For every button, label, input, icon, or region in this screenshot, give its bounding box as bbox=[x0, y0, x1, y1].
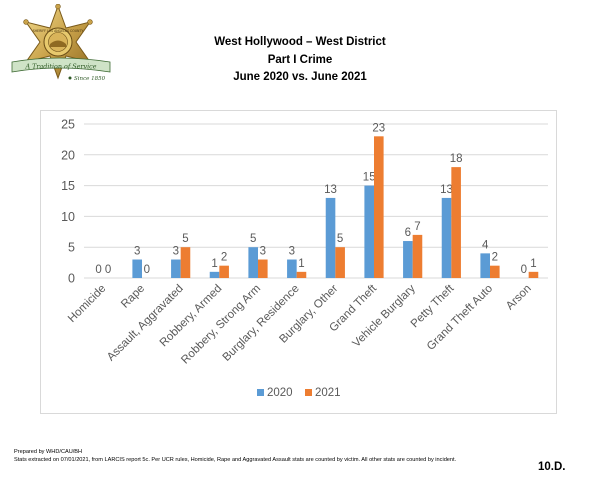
data-label: 0 bbox=[105, 264, 111, 276]
bar-2020 bbox=[364, 185, 374, 278]
title-line-category: Part I Crime bbox=[267, 53, 333, 66]
y-tick-label: 5 bbox=[68, 241, 75, 255]
x-tick-label: Homicide bbox=[66, 283, 108, 325]
y-tick-label: 10 bbox=[61, 210, 75, 224]
seal-text: SHERIFF LOS ANGELES COUNTY bbox=[33, 29, 84, 33]
bar-2020 bbox=[480, 253, 490, 278]
legend-label: 2021 bbox=[315, 387, 341, 399]
bar-2021 bbox=[528, 271, 539, 278]
data-label: 2 bbox=[492, 252, 498, 264]
data-label: 4 bbox=[482, 239, 489, 251]
legend-label: 2020 bbox=[267, 387, 293, 399]
bar-2021 bbox=[335, 247, 345, 278]
bar-2020 bbox=[171, 259, 181, 278]
data-label: 3 bbox=[173, 246, 179, 258]
sheriff-star-logo: SHERIFF LOS ANGELES COUNTY A Tradition o… bbox=[6, 3, 118, 84]
data-label: 13 bbox=[324, 184, 337, 196]
bar-2021 bbox=[219, 265, 229, 278]
motto-text: A Tradition of Service bbox=[25, 63, 97, 71]
bar-2020 bbox=[441, 197, 452, 278]
data-label: 7 bbox=[414, 221, 420, 233]
footer-notes: Prepared by WHD/CAU/BH Stats extracted o… bbox=[14, 448, 456, 465]
bar-2021 bbox=[296, 271, 307, 278]
bar-2021 bbox=[258, 259, 268, 278]
data-label: 3 bbox=[260, 246, 266, 258]
bar-2020 bbox=[132, 259, 142, 278]
data-label: 5 bbox=[250, 233, 256, 245]
data-label: 13 bbox=[440, 184, 453, 196]
data-label: 5 bbox=[337, 233, 343, 245]
data-label: 3 bbox=[134, 246, 140, 258]
chart-frame: 0 5 10 15 20 25 0 3 3 1 5 3 13 15 6 13 4 0 0 0 5 2 3 1 5 23 7 18 2 1 H… bbox=[40, 110, 557, 414]
y-tick-label: 20 bbox=[61, 148, 75, 162]
bar-2020 bbox=[403, 241, 413, 278]
bar-2020 bbox=[325, 197, 336, 278]
title-line-period: June 2020 vs. June 2021 bbox=[233, 71, 367, 83]
y-tick-label: 0 bbox=[68, 272, 75, 286]
page-label: 10.D. bbox=[538, 461, 566, 473]
prepared-by-text: Prepared by WHD/CAU/BH bbox=[14, 449, 83, 455]
title-line-district: West Hollywood – West District bbox=[214, 36, 386, 48]
x-tick-label: Burglary, Residence bbox=[221, 283, 302, 364]
data-label: 0 bbox=[95, 264, 101, 276]
motto-ribbon bbox=[11, 57, 111, 73]
data-label: 6 bbox=[405, 227, 411, 239]
data-label: 2 bbox=[221, 252, 227, 264]
data-label: 3 bbox=[289, 246, 295, 258]
data-label: 18 bbox=[450, 153, 463, 165]
x-tick-label: Assault, Aggravated bbox=[105, 283, 186, 364]
data-label: 1 bbox=[530, 258, 536, 270]
chart-title: West Hollywood – West District Part I Cr… bbox=[150, 34, 450, 87]
x-tick-label: Arson bbox=[504, 283, 534, 313]
data-label: 0 bbox=[144, 264, 150, 276]
bar-2021 bbox=[490, 265, 500, 278]
since-text: Since 1850 bbox=[74, 76, 106, 82]
data-label: 15 bbox=[363, 172, 376, 184]
bar-2021 bbox=[412, 234, 423, 278]
y-tick-label: 25 bbox=[61, 118, 75, 132]
data-label: 23 bbox=[372, 122, 385, 134]
legend-swatch-2020 bbox=[257, 389, 264, 396]
x-tick-label: Grand Theft Auto bbox=[425, 283, 495, 353]
bar-2020 bbox=[287, 259, 297, 278]
data-label: 1 bbox=[211, 258, 217, 270]
bar-2021 bbox=[451, 167, 461, 278]
bar-2021 bbox=[180, 247, 191, 278]
bar-2021 bbox=[374, 136, 384, 278]
bar-2020 bbox=[209, 271, 220, 278]
data-label: 1 bbox=[298, 258, 304, 270]
data-label: 0 bbox=[521, 264, 527, 276]
bar-2020 bbox=[248, 247, 258, 278]
x-tick-label: Rape bbox=[119, 283, 147, 311]
data-label: 5 bbox=[182, 233, 188, 245]
legend-swatch-2021 bbox=[305, 389, 312, 396]
y-tick-label: 15 bbox=[61, 179, 75, 193]
stats-note-text: Stats extracted on 07/01/2021, from LARC… bbox=[14, 457, 457, 464]
